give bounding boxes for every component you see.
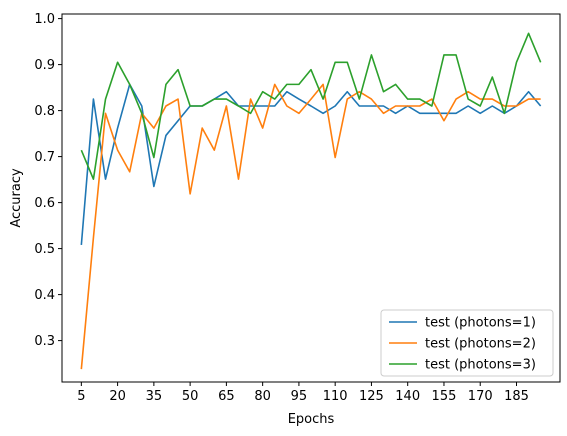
x-tick-label: 20 xyxy=(109,389,126,404)
legend-box xyxy=(380,309,554,377)
y-tick-label: 0.9 xyxy=(34,58,55,73)
y-tick-label: 0.3 xyxy=(34,334,55,349)
y-tick-label: 0.8 xyxy=(34,104,55,119)
legend: test (photons=1) test (photons=2) test (ph… xyxy=(380,309,554,377)
x-tick-label: 95 xyxy=(291,389,308,404)
y-tick-label: 0.7 xyxy=(34,150,55,165)
series-line-2 xyxy=(80,83,541,370)
x-tick-label: 155 xyxy=(432,389,457,404)
series-layer xyxy=(80,32,542,370)
series-line-3 xyxy=(80,32,542,180)
y-axis-label: Accuracy xyxy=(9,168,24,228)
x-tick-label: 35 xyxy=(146,389,163,404)
x-tick-label: 65 xyxy=(218,389,235,404)
y-tick-label: 1.0 xyxy=(34,12,55,27)
x-tick-label: 110 xyxy=(323,389,348,404)
x-axis-label: Epochs xyxy=(288,412,335,427)
legend-entry-3: test (photons=3) xyxy=(425,358,536,373)
y-axis-ticks: 0.3 0.4 0.5 0.6 0.7 0.8 0.9 1.0 xyxy=(34,12,62,349)
y-tick-label: 0.6 xyxy=(34,196,55,211)
x-tick-label: 140 xyxy=(395,389,420,404)
y-tick-label: 0.4 xyxy=(34,288,55,303)
legend-entry-2: test (photons=2) xyxy=(425,337,536,352)
x-tick-label: 170 xyxy=(468,389,493,404)
x-tick-label: 50 xyxy=(182,389,199,404)
x-tick-label: 80 xyxy=(254,389,271,404)
x-axis-ticks: 5 20 35 50 65 80 95 110 125 140 155 170 185 xyxy=(77,382,529,404)
x-tick-label: 185 xyxy=(504,389,529,404)
series-line-1 xyxy=(80,83,542,245)
x-tick-label: 5 xyxy=(77,389,85,404)
x-tick-label: 125 xyxy=(359,389,384,404)
plot-frame xyxy=(61,13,561,383)
y-tick-label: 0.5 xyxy=(34,242,55,257)
legend-entry-1: test (photons=1) xyxy=(425,316,536,331)
